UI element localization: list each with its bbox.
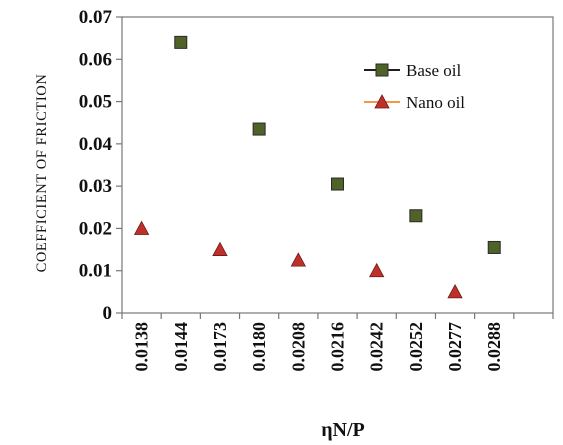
nano-oil-point	[369, 262, 385, 278]
x-tick-label: 0.0277	[445, 322, 465, 372]
base-oil-legend-marker	[375, 63, 389, 77]
data-points	[133, 35, 501, 299]
nano-oil-point	[290, 252, 306, 267]
legend: Base oil Nano oil	[364, 61, 465, 112]
x-tick-label: 0.0242	[367, 322, 387, 372]
x-tick-label: 0.0216	[328, 322, 348, 372]
y-tick-label: 0.02	[79, 218, 112, 239]
base-oil-point	[252, 122, 266, 136]
x-tick-label: 0.0173	[210, 322, 230, 372]
y-tick-label: 0.01	[79, 261, 112, 282]
x-axis-ticks: 0.0138 0.0144 0.0173 0.0180 0.0208 0.0216 0.02…	[121, 313, 554, 372]
x-tick-label: 0.0288	[484, 322, 504, 372]
nano-oil-legend-marker	[374, 94, 390, 109]
y-axis-title: COEFFICIENT OF FRICTION	[34, 74, 50, 273]
y-tick-label: 0.06	[79, 49, 112, 70]
y-tick-label: 0.04	[79, 134, 113, 155]
x-tick-label: 0.0208	[288, 322, 308, 372]
base-oil-point	[487, 240, 501, 254]
y-tick-label: 0.03	[79, 176, 112, 197]
nano-oil-point	[447, 284, 463, 299]
y-axis-ticks: 0 0.01 0.02 0.03 0.04 0.05 0.06 0.07	[79, 7, 122, 324]
x-tick-label: 0.0144	[171, 322, 191, 372]
x-tick-label: 0.0180	[249, 322, 269, 372]
plot-area-frame	[121, 16, 554, 314]
nano-oil-point	[133, 220, 150, 235]
x-axis-title: ηN/P	[321, 419, 365, 441]
y-tick-label: 0	[103, 303, 113, 324]
base-oil-point	[409, 209, 423, 223]
base-oil-point	[331, 177, 344, 191]
x-tick-label: 0.0138	[132, 322, 152, 372]
base-oil-point	[174, 35, 188, 49]
nano-oil-point	[212, 241, 228, 256]
base-oil-legend-label: Base oil	[406, 61, 462, 80]
x-tick-label: 0.0252	[406, 322, 426, 372]
nano-oil-legend-label: Nano oil	[406, 93, 465, 112]
y-tick-label: 0.05	[79, 92, 112, 113]
y-tick-label: 0.07	[79, 7, 113, 28]
